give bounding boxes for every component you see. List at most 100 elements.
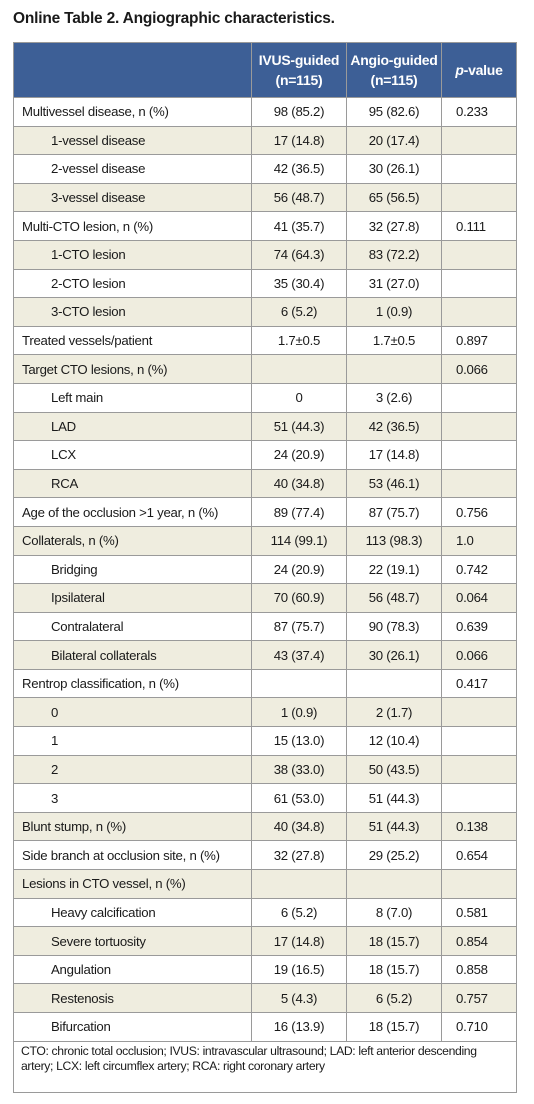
ivus-value: 17 (14.8) [251, 125, 347, 156]
ivus-value: 40 (34.8) [251, 468, 347, 499]
table-row: Bifurcation 16 (13.9) 18 (15.7) 0.710 [13, 1012, 517, 1042]
angio-value: 32 (27.8) [346, 211, 442, 241]
table-row: Target CTO lesions, n (%) 0.066 [13, 354, 517, 384]
p-value [441, 297, 517, 327]
p-value [441, 411, 517, 442]
p-value: 0.066 [441, 640, 517, 670]
angio-value: 3 (2.6) [346, 382, 442, 413]
table-title: Online Table 2. Angiographic characteris… [13, 10, 335, 27]
p-value: 0.639 [441, 611, 517, 642]
footnote-row: CTO: chronic total occlusion; IVUS: intr… [13, 1040, 517, 1093]
p-value: 0.066 [441, 354, 517, 384]
row-label: Target CTO lesions, n (%) [13, 354, 252, 384]
angio-value: 29 (25.2) [346, 840, 442, 871]
angio-value: 20 (17.4) [346, 125, 442, 156]
table-row: Restenosis 5 (4.3) 6 (5.2) 0.757 [13, 983, 517, 1013]
table-row: Left main 0 3 (2.6) [13, 382, 517, 413]
p-value: 0.064 [441, 583, 517, 613]
header-p-rest: -value [463, 62, 503, 78]
angio-value: 1.7±0.5 [346, 325, 442, 356]
ivus-value: 61 (53.0) [251, 783, 347, 813]
p-value [441, 726, 517, 756]
ivus-value: 24 (20.9) [251, 440, 347, 470]
table-body: Multivessel disease, n (%) 98 (85.2) 95 (8… [13, 97, 517, 1042]
ivus-value: 40 (34.8) [251, 811, 347, 842]
header-row: IVUS-guided (n=115) Angio-guided (n=115)… [13, 42, 517, 98]
p-value: 0.897 [441, 325, 517, 356]
ivus-value: 89 (77.4) [251, 497, 347, 527]
row-label: RCA [13, 468, 252, 499]
table-row: Heavy calcification 6 (5.2) 8 (7.0) 0.581 [13, 897, 517, 928]
table-row: Severe tortuosity 17 (14.8) 18 (15.7) 0.854 [13, 926, 517, 956]
row-label: Multi-CTO lesion, n (%) [13, 211, 252, 241]
angio-value: 53 (46.1) [346, 468, 442, 499]
angio-value: 56 (48.7) [346, 583, 442, 613]
ivus-value: 15 (13.0) [251, 726, 347, 756]
row-label: Rentrop classification, n (%) [13, 668, 252, 699]
table-row: Treated vessels/patient 1.7±0.5 1.7±0.5 0.8… [13, 325, 517, 356]
ivus-value: 114 (99.1) [251, 525, 347, 556]
table-row: 3-vessel disease 56 (48.7) 65 (56.5) [13, 182, 517, 213]
row-label: LCX [13, 440, 252, 470]
header-angio-line2: (n=115) [370, 72, 418, 88]
angio-value: 87 (75.7) [346, 497, 442, 527]
header-angio-guided: Angio-guided (n=115) [346, 42, 442, 98]
angio-value: 2 (1.7) [346, 697, 442, 728]
angio-value [346, 668, 442, 699]
p-value: 0.756 [441, 497, 517, 527]
p-value [441, 382, 517, 413]
row-label: 1-CTO lesion [13, 239, 252, 270]
p-value [441, 268, 517, 299]
table-row: 1-vessel disease 17 (14.8) 20 (17.4) [13, 125, 517, 156]
row-label: Lesions in CTO vessel, n (%) [13, 869, 252, 899]
row-label: 3-CTO lesion [13, 297, 252, 327]
angio-value: 50 (43.5) [346, 754, 442, 785]
p-value [441, 182, 517, 213]
table-row: Blunt stump, n (%) 40 (34.8) 51 (44.3) 0.13… [13, 811, 517, 842]
table-row: Rentrop classification, n (%) 0.417 [13, 668, 517, 699]
p-value [441, 783, 517, 813]
p-value [441, 697, 517, 728]
ivus-value: 98 (85.2) [251, 97, 347, 127]
angio-value: 65 (56.5) [346, 182, 442, 213]
p-value: 0.710 [441, 1012, 517, 1042]
angio-value: 8 (7.0) [346, 897, 442, 928]
header-ivus-guided: IVUS-guided (n=115) [251, 42, 347, 98]
row-label: 2-vessel disease [13, 154, 252, 184]
table-row: Ipsilateral 70 (60.9) 56 (48.7) 0.064 [13, 583, 517, 613]
ivus-value: 32 (27.8) [251, 840, 347, 871]
ivus-value: 41 (35.7) [251, 211, 347, 241]
table-row: 1-CTO lesion 74 (64.3) 83 (72.2) [13, 239, 517, 270]
angio-value: 113 (98.3) [346, 525, 442, 556]
p-value [441, 754, 517, 785]
angio-value: 42 (36.5) [346, 411, 442, 442]
ivus-value: 35 (30.4) [251, 268, 347, 299]
row-label: LAD [13, 411, 252, 442]
angio-value: 1 (0.9) [346, 297, 442, 327]
p-value [441, 154, 517, 184]
header-label [13, 42, 252, 98]
angio-value: 17 (14.8) [346, 440, 442, 470]
p-value: 0.581 [441, 897, 517, 928]
p-value: 0.854 [441, 926, 517, 956]
ivus-value: 16 (13.9) [251, 1012, 347, 1042]
table-row: Multi-CTO lesion, n (%) 41 (35.7) 32 (27.8… [13, 211, 517, 241]
ivus-value [251, 869, 347, 899]
angio-value: 12 (10.4) [346, 726, 442, 756]
angio-value: 30 (26.1) [346, 154, 442, 184]
row-label: Heavy calcification [13, 897, 252, 928]
table-row: 3 61 (53.0) 51 (44.3) [13, 783, 517, 813]
ivus-value: 56 (48.7) [251, 182, 347, 213]
header-p-value: p-value [441, 42, 517, 98]
angio-value: 31 (27.0) [346, 268, 442, 299]
table-row: Angulation 19 (16.5) 18 (15.7) 0.858 [13, 954, 517, 985]
angio-value: 22 (19.1) [346, 554, 442, 585]
p-value [441, 468, 517, 499]
p-value: 0.417 [441, 668, 517, 699]
p-value [441, 869, 517, 899]
p-value: 0.138 [441, 811, 517, 842]
row-label: Contralateral [13, 611, 252, 642]
angio-value: 51 (44.3) [346, 783, 442, 813]
p-value: 0.654 [441, 840, 517, 871]
